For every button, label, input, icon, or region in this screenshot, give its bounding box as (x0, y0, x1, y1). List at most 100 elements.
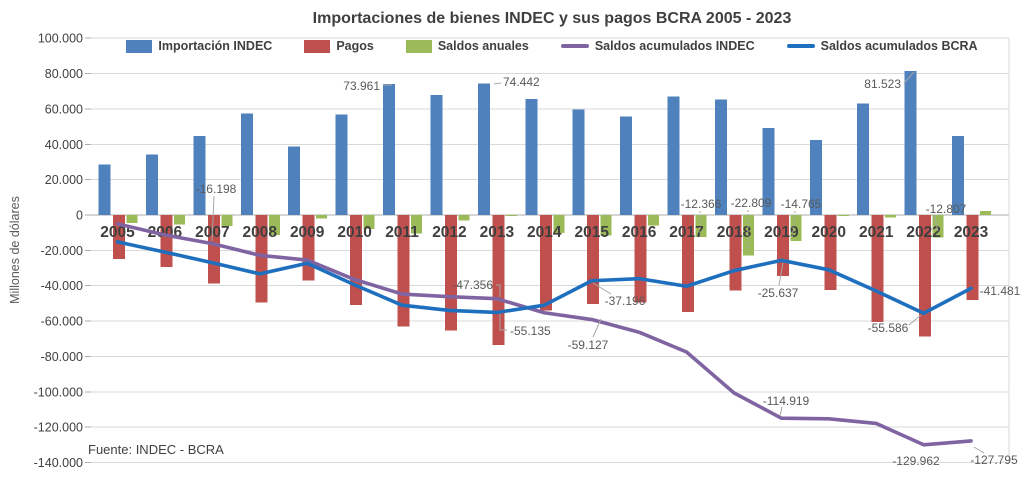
x-tick-label-2011: 2011 (385, 224, 419, 241)
data-label: -22.809 (731, 196, 772, 210)
legend-line-swatch-3 (560, 44, 589, 48)
x-tick-label-2012: 2012 (432, 224, 466, 241)
data-label: -37.196 (605, 294, 646, 308)
bar-pagos-2014 (539, 215, 552, 311)
data-label: -12.366 (681, 197, 722, 211)
y-axis-title: Millones de dólares (8, 196, 22, 304)
bar-pagos-2007 (207, 215, 220, 284)
x-tick-label-2014: 2014 (527, 224, 562, 241)
bar-pagos-2023 (966, 215, 979, 300)
y-tick-label: -20.000 (41, 244, 83, 258)
y-tick-label: 0 (76, 209, 83, 223)
legend-label: Saldos acumulados BCRA (820, 39, 978, 53)
data-label: -16.198 (196, 182, 237, 196)
bar-saldos-anuales-2008 (268, 215, 280, 235)
y-tick-label: -40.000 (41, 279, 83, 293)
legend-line-swatch-4 (786, 44, 815, 48)
data-label: -55.586 (868, 321, 909, 335)
bar-saldos-anuales-2021 (885, 215, 897, 218)
data-label: -59.127 (568, 338, 609, 352)
bar-importaci-n-indec-2006 (145, 154, 158, 215)
legend-item-importaci-n-indec: Importación INDEC (126, 39, 272, 53)
y-tick-label: -140.000 (34, 456, 83, 470)
x-tick-label-2013: 2013 (480, 224, 515, 241)
bar-saldos-anuales-2005 (126, 215, 138, 224)
bar-saldos-anuales-2022 (932, 215, 944, 238)
legend-label: Saldos acumulados INDEC (594, 39, 755, 53)
bar-pagos-2008 (255, 215, 268, 303)
data-label: -14.765 (781, 197, 822, 211)
data-label-leader (592, 282, 612, 295)
data-label: 74.442 (503, 75, 540, 89)
data-label: -55.135 (510, 324, 551, 338)
x-tick-label-2021: 2021 (859, 224, 894, 241)
x-tick-label-2023: 2023 (954, 224, 989, 241)
legend-item-saldos-acumulados-bcra: Saldos acumulados BCRA (786, 39, 978, 53)
legend: Importación INDEC Pagos Saldos anuales Sald… (88, 39, 1016, 53)
data-label-leader (499, 314, 507, 331)
data-label-leader (211, 195, 215, 242)
y-tick-label: -80.000 (41, 350, 83, 364)
bar-importaci-n-indec-2008 (240, 113, 253, 215)
legend-label: Saldos anuales (437, 39, 529, 53)
data-label-leader (933, 214, 939, 232)
x-tick-label-2010: 2010 (337, 224, 371, 241)
line-saldos-acumulados-bcra (115, 240, 973, 316)
y-tick-label: 80.000 (45, 67, 83, 81)
x-tick-label-2015: 2015 (574, 224, 609, 241)
data-label: -12.807 (926, 202, 967, 216)
legend-label: Importación INDEC (158, 39, 273, 53)
x-tick-label-2008: 2008 (243, 224, 278, 241)
bar-importaci-n-indec-2017 (667, 96, 680, 215)
data-label-leader (903, 71, 915, 84)
bar-saldos-anuales-2009 (316, 215, 328, 219)
bar-saldos-anuales-2011 (411, 215, 423, 234)
bar-importaci-n-indec-2009 (288, 146, 301, 215)
bar-saldos-anuales-2019 (790, 215, 802, 242)
bar-pagos-2022 (919, 215, 932, 337)
bar-saldos-anuales-2023 (980, 211, 992, 215)
bar-importaci-n-indec-2013 (477, 83, 490, 216)
bar-importaci-n-indec-2005 (98, 164, 111, 215)
bar-saldos-anuales-2010 (363, 215, 375, 230)
line-saldos-acumulados-indec (115, 222, 973, 447)
y-tick-label: 60.000 (45, 102, 83, 116)
legend-item-saldos-acumulados-indec: Saldos acumulados INDEC (560, 39, 755, 53)
legend-item-saldos-anuales: Saldos anuales (405, 39, 529, 53)
y-tick-label: 40.000 (45, 138, 83, 152)
data-label: 81.523 (864, 77, 901, 91)
bar-importaci-n-indec-2018 (714, 99, 727, 215)
bar-pagos-2006 (160, 215, 173, 268)
data-label-leader (908, 314, 922, 326)
data-label: -129.962 (892, 454, 940, 468)
chart-title: Importaciones de bienes INDEC y sus pago… (312, 10, 792, 27)
bar-importaci-n-indec-2015 (572, 109, 585, 215)
x-tick-label-2020: 2020 (812, 224, 846, 241)
bar-importaci-n-indec-2010 (335, 114, 348, 215)
data-label-leader (493, 82, 502, 85)
legend-bar-swatch-0 (126, 39, 153, 53)
bar-saldos-anuales-2014 (553, 215, 565, 234)
legend-bar-swatch-1 (304, 39, 331, 53)
bar-saldos-anuales-2015 (600, 215, 612, 236)
y-tick-label: -120.000 (34, 421, 83, 435)
data-label-leader (496, 284, 501, 297)
bar-importaci-n-indec-2023 (952, 136, 965, 215)
legend-bar-swatch-2 (405, 39, 432, 53)
data-label: -47.356 (452, 278, 493, 292)
x-tick-label-2005: 2005 (100, 224, 135, 241)
data-label: 73.961 (343, 79, 380, 93)
data-label-leader (779, 406, 783, 417)
x-tick-label-2016: 2016 (622, 224, 657, 241)
data-label: -25.637 (758, 286, 799, 300)
bar-importaci-n-indec-2012 (430, 94, 443, 215)
y-tick-label: -60.000 (41, 315, 83, 329)
x-tick-label-2018: 2018 (717, 224, 752, 241)
bar-importaci-n-indec-2021 (857, 103, 870, 215)
bar-pagos-2021 (871, 215, 884, 322)
bar-importaci-n-indec-2011 (383, 84, 396, 215)
bar-saldos-anuales-2012 (458, 215, 470, 221)
bar-pagos-2011 (397, 215, 410, 327)
